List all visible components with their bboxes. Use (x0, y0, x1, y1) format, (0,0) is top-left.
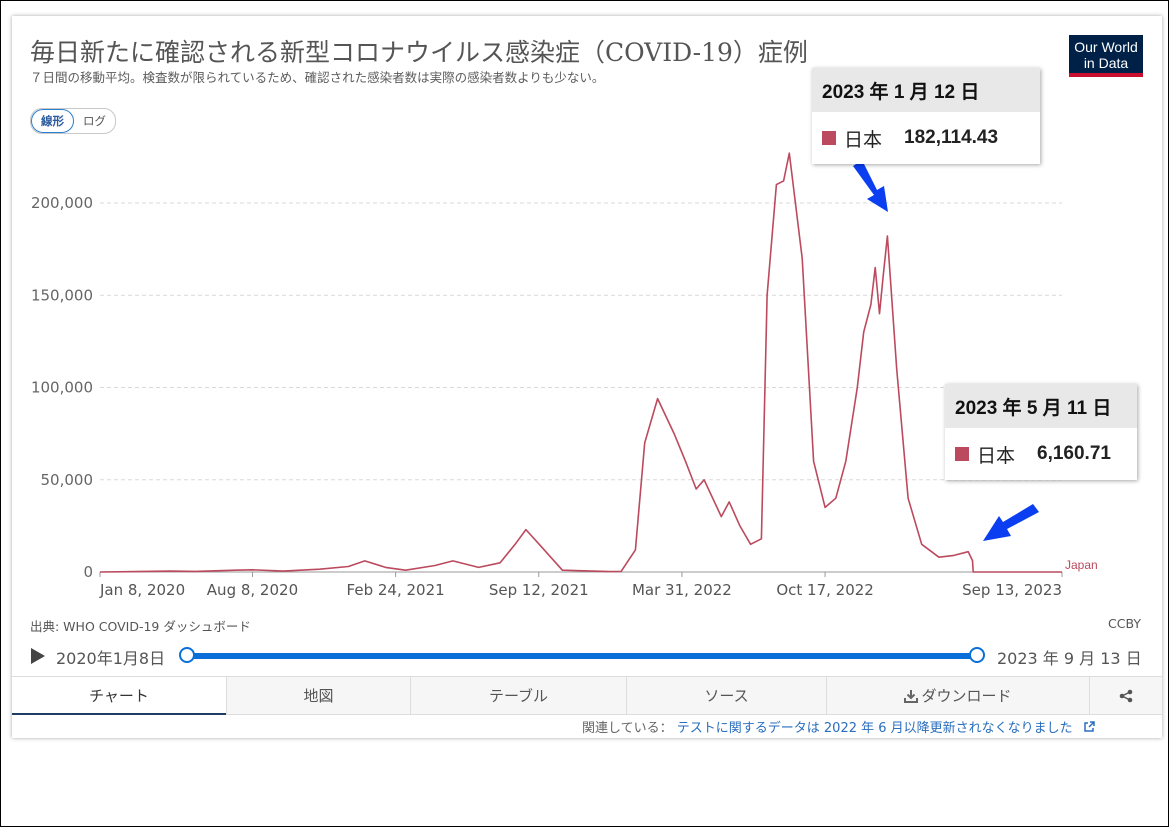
tooltip-value: 6,160.71 (1037, 443, 1111, 464)
series-swatch (955, 447, 969, 461)
timeline-start-label: 2020年1月8日 (56, 649, 166, 668)
x-tick-label: Mar 31, 2022 (632, 581, 732, 599)
footer-note: 関連している： テストに関するデータは 2022 年 6 月以降更新されなくなり… (582, 717, 1095, 736)
tooltip-date: 2023 年 1 月 12 日 (812, 68, 1040, 112)
timeline-end-handle[interactable] (969, 647, 985, 663)
tab-bar: チャート 地図 テーブル ソース ダウンロード (12, 676, 1162, 715)
tooltip-country: 日本 (844, 129, 883, 151)
download-icon (904, 689, 919, 703)
series-label: Japan (1065, 558, 1098, 572)
y-tick-label: 100,000 (31, 379, 93, 397)
timeline-track[interactable] (187, 653, 977, 659)
arrow-peak (853, 160, 888, 212)
y-tick-label: 200,000 (31, 194, 93, 212)
logo-line-1: Our World (1074, 39, 1138, 55)
logo-line-2: in Data (1083, 55, 1129, 71)
play-button[interactable] (31, 648, 45, 664)
scale-toggle: 線形 ログ (30, 108, 116, 134)
timeline-start-handle[interactable] (179, 647, 195, 663)
log-scale-button[interactable]: ログ (83, 114, 106, 128)
timeline-end-label: 2023 年 9 月 13 日 (997, 649, 1142, 668)
y-tick-label: 150,000 (31, 286, 93, 304)
share-icon (1119, 689, 1133, 702)
chart-subtitle: ７日間の移動平均。検査数が限られているため、確認された感染者数は実際の感染者数よ… (30, 70, 605, 85)
footer-prefix: 関連している： (582, 721, 673, 736)
download-label: ダウンロード (921, 687, 1012, 705)
tooltip-country: 日本 (977, 445, 1016, 467)
tab-share[interactable] (1089, 677, 1162, 715)
tab-map[interactable]: 地図 (226, 677, 410, 715)
series-swatch (822, 131, 836, 145)
x-tick-label: Sep 12, 2021 (489, 581, 589, 599)
linear-scale-button[interactable]: 線形 (31, 109, 74, 133)
tooltip-value: 182,114.43 (904, 127, 999, 148)
y-tick-label: 0 (83, 563, 93, 581)
owid-logo[interactable]: Our World in Data (1069, 35, 1143, 77)
tooltip-peak: 2023 年 1 月 12 日 日本 182,114.43 (812, 68, 1040, 164)
tooltip-date: 2023 年 5 月 11 日 (945, 384, 1137, 428)
x-tick-label: Aug 8, 2020 (207, 581, 298, 599)
source-text: 出典: WHO COVID-19 ダッシュボード (30, 619, 251, 634)
chart-title: 毎日新たに確認される新型コロナウイルス感染症（COVID-19）症例 (30, 38, 808, 67)
y-tick-label: 50,000 (41, 471, 94, 489)
arrow-may (983, 504, 1039, 541)
x-tick-label: Jan 8, 2020 (99, 581, 185, 599)
series-line-japan[interactable] (99, 152, 1062, 573)
footer-link[interactable]: テストに関するデータは 2022 年 6 月以降更新されなくなりました (676, 721, 1073, 736)
x-tick-label: Feb 24, 2021 (347, 581, 445, 599)
x-tick-label: Sep 13, 2023 (962, 581, 1062, 599)
tab-chart[interactable]: チャート (12, 677, 226, 715)
tab-table[interactable]: テーブル (410, 677, 626, 715)
external-link-icon[interactable] (1083, 721, 1095, 733)
license-link[interactable]: CCBY (1108, 616, 1141, 631)
x-tick-label: Oct 17, 2022 (776, 581, 874, 599)
tooltip-may: 2023 年 5 月 11 日 日本 6,160.71 (945, 384, 1137, 480)
tab-sources[interactable]: ソース (626, 677, 826, 715)
tab-download[interactable]: ダウンロード (826, 677, 1089, 715)
